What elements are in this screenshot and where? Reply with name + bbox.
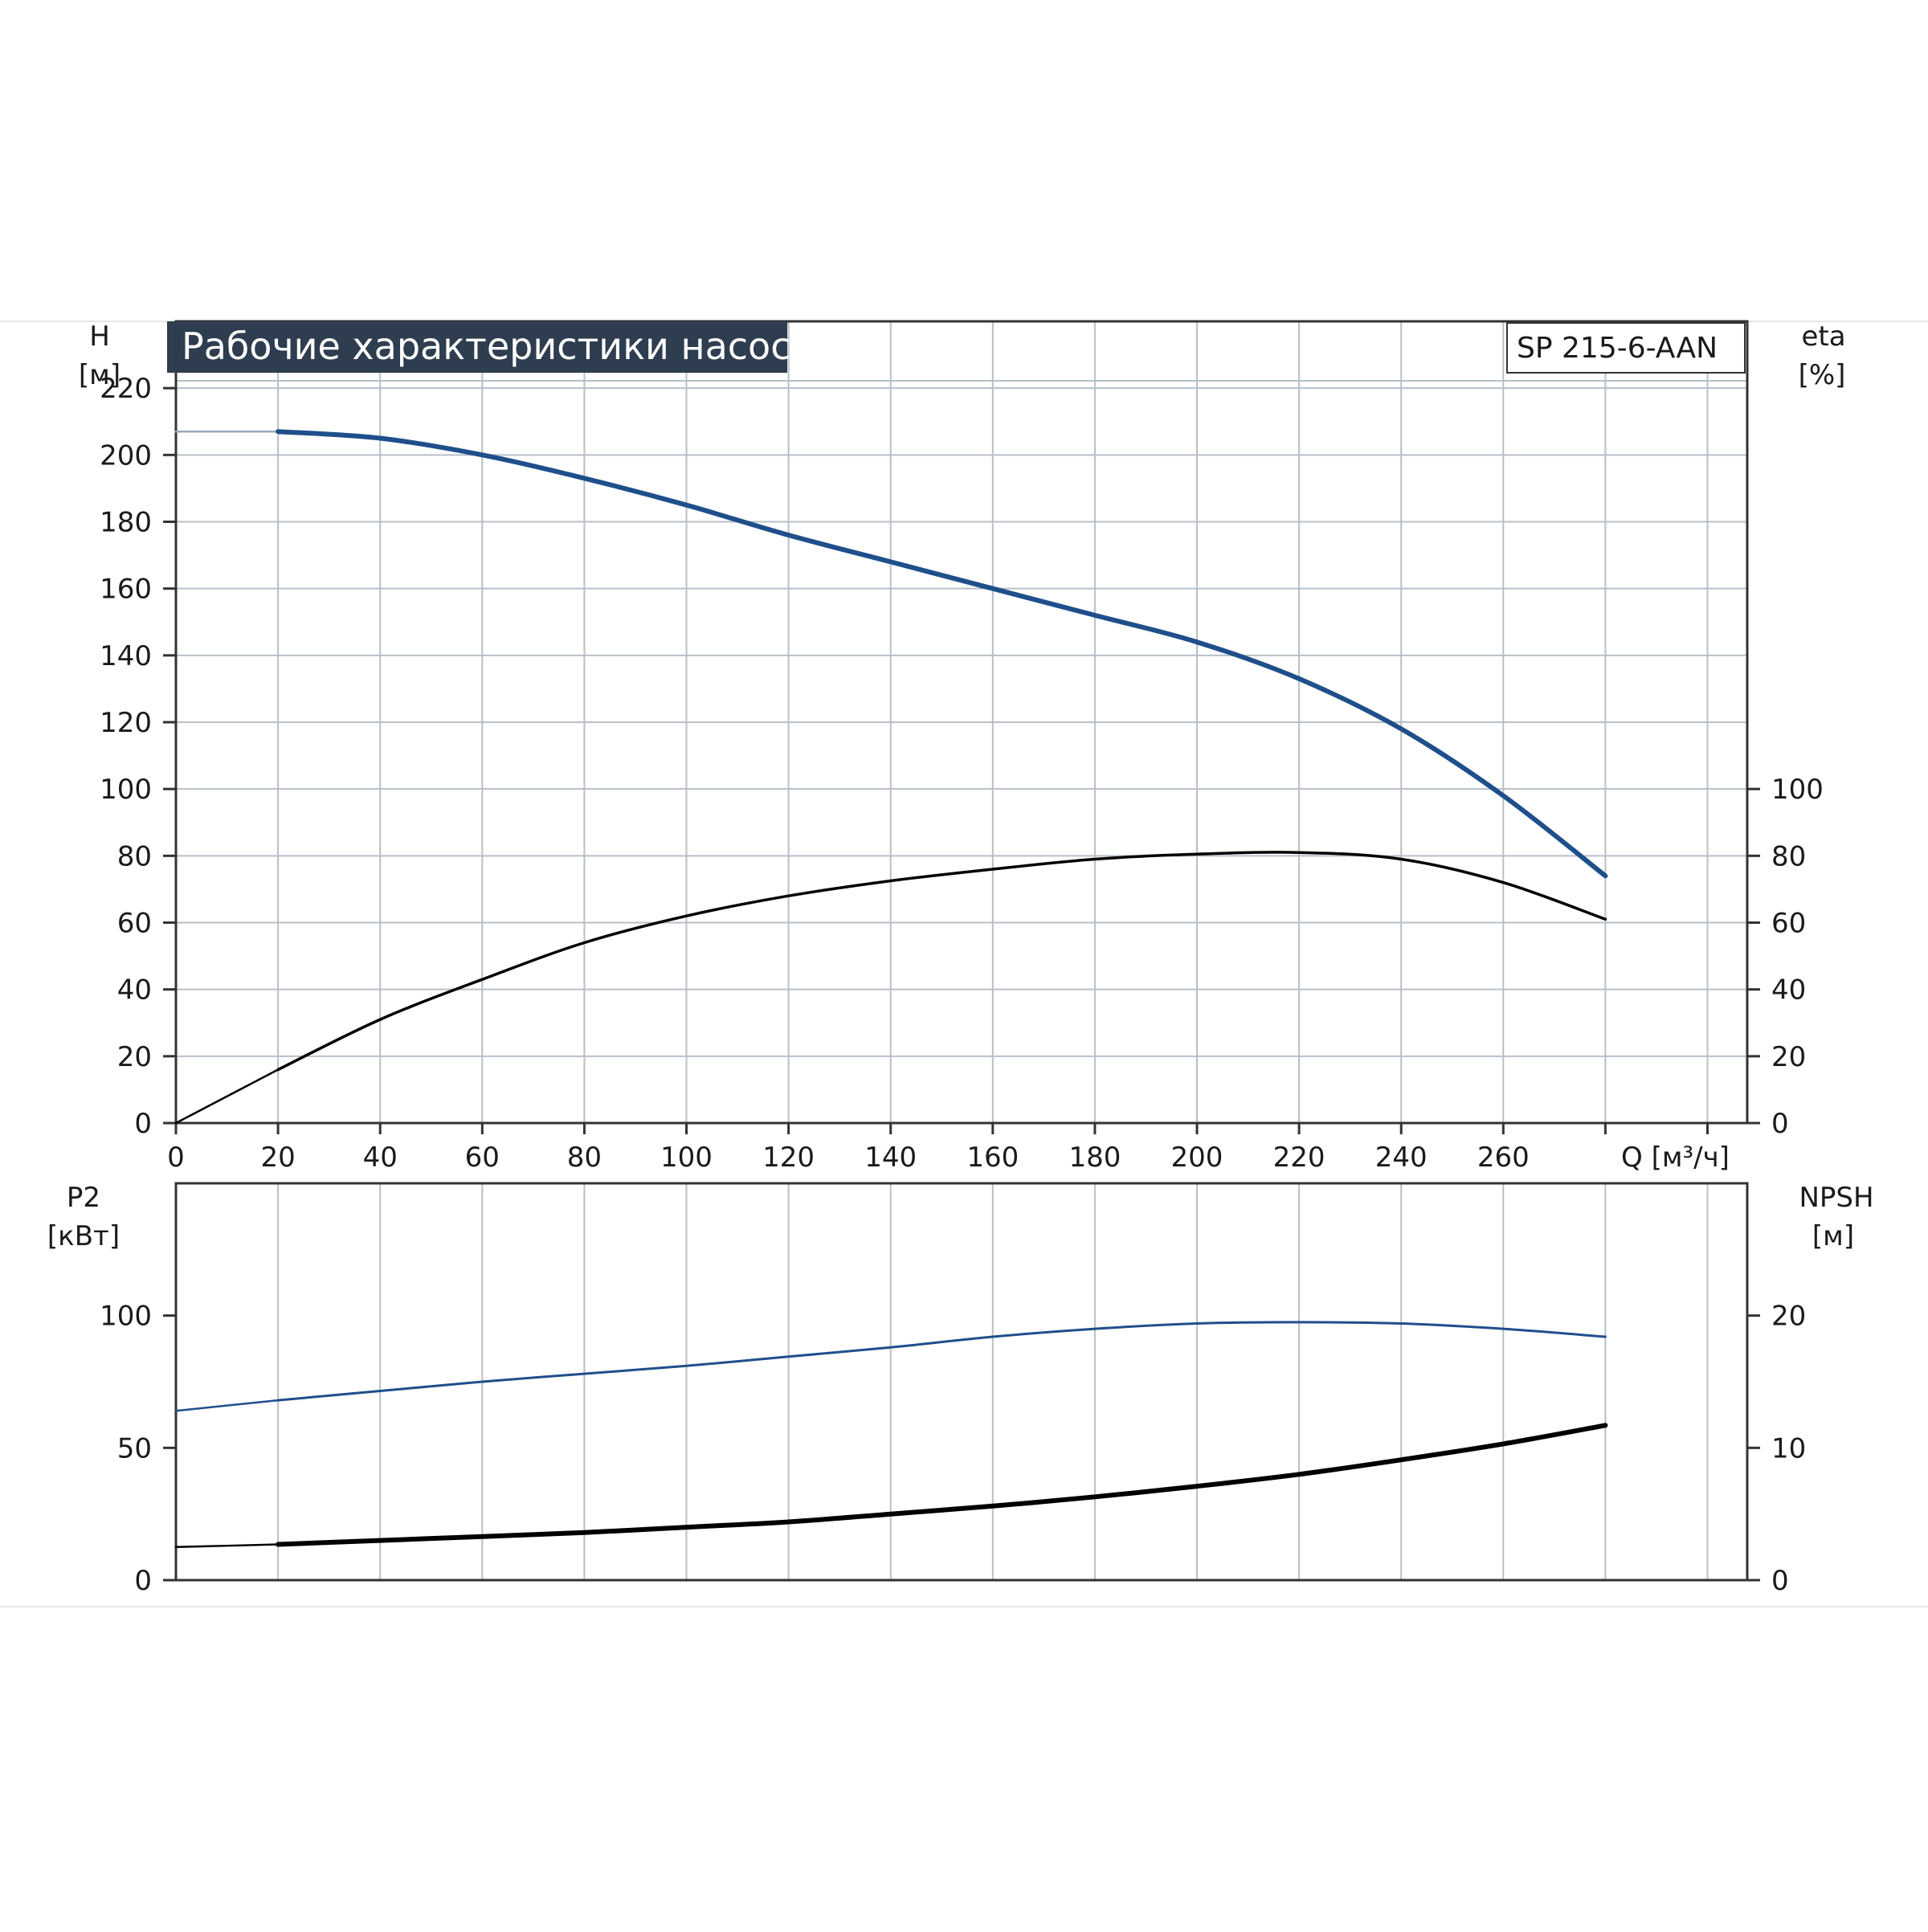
curve-h	[276, 429, 1608, 879]
x-tick-label: 100	[660, 1142, 713, 1174]
curve-p2-start	[174, 1399, 280, 1412]
y-left-tick-label: 200	[100, 439, 152, 472]
y-right-unit-eta: [%]	[1799, 359, 1846, 391]
x-tick-label: 160	[966, 1142, 1019, 1174]
y-left-tick-label: 220	[100, 373, 152, 405]
npsh-tick-label: 10	[1771, 1432, 1806, 1464]
model-label: SP 215-6-AAN	[1517, 332, 1718, 365]
x-tick-label: 40	[363, 1142, 398, 1174]
y-right-label-npsh: NPSH	[1799, 1182, 1873, 1214]
x-tick-label: 240	[1375, 1142, 1428, 1174]
y-left-tick-label: 40	[117, 974, 152, 1007]
y-left-unit-h: [м]	[79, 359, 120, 391]
y-right-label-eta: eta	[1801, 321, 1845, 353]
y-right-tick-label: 0	[1771, 1108, 1789, 1140]
y-left-tick-label: 160	[100, 574, 152, 606]
x-axis-label: Q [м³/ч]	[1621, 1142, 1730, 1174]
curve-eta-start	[174, 1068, 280, 1125]
upper-ticks: 0204060801001201401601802002200204060801…	[100, 373, 1824, 1174]
p2-tick-label: 50	[117, 1432, 152, 1464]
curve-eta	[276, 851, 1607, 1072]
npsh-tick-label: 0	[1771, 1565, 1789, 1597]
lower-ticks: 0 50 100 0 10 20	[100, 1301, 1806, 1597]
npsh-tick-label: 20	[1771, 1301, 1806, 1333]
y-left-label-h: H	[89, 321, 110, 353]
curve-npsh	[276, 1423, 1608, 1547]
y-left-unit-p2: [кВт]	[47, 1220, 120, 1252]
model-label-box	[1506, 322, 1746, 374]
y-left-tick-label: 20	[117, 1041, 152, 1073]
y-left-tick-label: 140	[100, 640, 152, 672]
y-right-tick-label: 40	[1771, 974, 1806, 1007]
y-right-tick-label: 100	[1771, 774, 1824, 806]
y-right-tick-label: 20	[1771, 1041, 1806, 1073]
y-left-tick-label: 100	[100, 774, 152, 806]
lower-grid	[277, 1183, 1709, 1580]
x-tick-label: 60	[465, 1142, 500, 1174]
x-tick-label: 220	[1273, 1142, 1326, 1174]
x-tick-label: 0	[167, 1142, 185, 1174]
curve-npsh-start	[174, 1543, 280, 1549]
y-right-unit-npsh: [м]	[1812, 1220, 1854, 1252]
y-right-tick-label: 60	[1771, 908, 1806, 940]
y-left-tick-label: 60	[117, 908, 152, 940]
x-tick-label: 260	[1477, 1142, 1530, 1174]
p2-tick-label: 0	[134, 1565, 152, 1597]
y-right-tick-label: 80	[1771, 840, 1806, 872]
x-tick-label: 120	[762, 1142, 815, 1174]
curve-p2	[276, 1321, 1607, 1402]
y-left-tick-label: 80	[117, 840, 152, 872]
y-left-tick-label: 0	[134, 1108, 152, 1140]
y-left-tick-label: 180	[100, 507, 152, 539]
x-tick-label: 200	[1171, 1142, 1223, 1174]
chart-title: Рабочие характеристики насоса	[182, 325, 814, 368]
p2-tick-label: 100	[100, 1301, 152, 1333]
x-tick-label: 180	[1068, 1142, 1121, 1174]
x-tick-label: 20	[260, 1142, 295, 1174]
chart-title-banner	[167, 321, 787, 373]
x-tick-label: 140	[864, 1142, 917, 1174]
lower-plot-frame	[174, 1182, 1749, 1582]
curves	[174, 429, 1608, 1549]
y-left-label-p2: P2	[67, 1182, 100, 1214]
x-tick-label: 80	[567, 1142, 602, 1174]
y-left-tick-label: 120	[100, 707, 152, 739]
